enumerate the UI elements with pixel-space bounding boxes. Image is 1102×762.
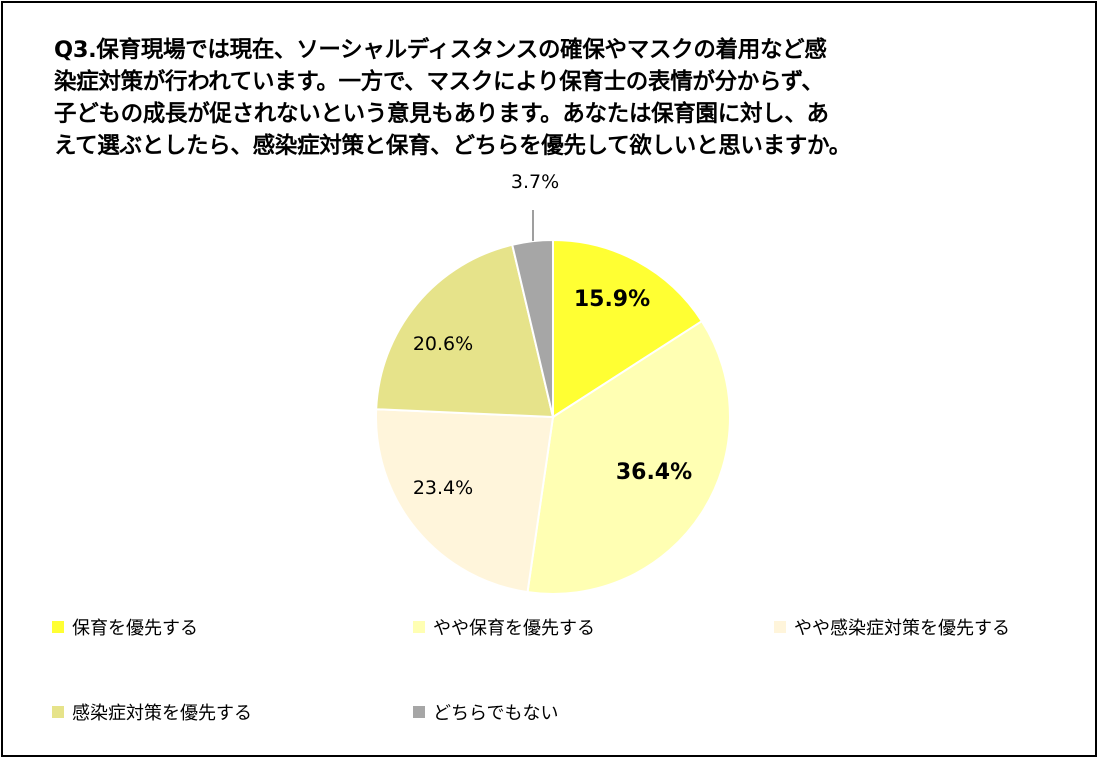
legend-item: やや感染症対策を優先する bbox=[774, 614, 1010, 640]
legend-label: 感染症対策を優先する bbox=[72, 703, 252, 724]
legend-label: 保育を優先する bbox=[72, 618, 198, 639]
data-label: 3.7% bbox=[511, 171, 559, 193]
title-line: Q3.保育現場では現在、ソーシャルディスタンスの確保やマスクの着用など感 bbox=[54, 37, 827, 63]
legend-swatch bbox=[774, 621, 786, 633]
pie-slice bbox=[511, 238, 554, 418]
legend-item: 感染症対策を優先する bbox=[52, 699, 252, 725]
legend-swatch bbox=[413, 621, 425, 633]
pie-slice bbox=[552, 238, 704, 419]
legend-item: どちらでもない bbox=[413, 699, 558, 725]
pie-slice bbox=[375, 408, 555, 594]
legend-item: 保育を優先する bbox=[52, 614, 198, 640]
legend-swatch bbox=[52, 706, 64, 718]
legend-item: やや保育を優先する bbox=[413, 614, 595, 640]
title-line: 子どもの成長が促されないという意見もあります。あなたは保育園に対し、あ bbox=[54, 101, 829, 127]
pie-slice bbox=[375, 243, 555, 419]
legend-label: どちらでもない bbox=[433, 703, 559, 724]
data-label: 20.6% bbox=[413, 333, 473, 355]
title-line: 染症対策が行われています。一方で、マスクにより保育士の表情が分からず、 bbox=[54, 69, 824, 95]
data-label: 15.9% bbox=[574, 287, 650, 312]
data-label: 36.4% bbox=[616, 460, 692, 485]
title-line: えて選ぶとしたら、感染症対策と保育、どちらを優先して欲しいと思いますか。 bbox=[54, 133, 851, 159]
chart-title: Q3.保育現場では現在、ソーシャルディスタンスの確保やマスクの着用など感 染症対策… bbox=[54, 34, 1064, 162]
legend-label: やや保育を優先する bbox=[433, 618, 595, 639]
legend-swatch bbox=[52, 621, 64, 633]
pie-slice bbox=[526, 319, 731, 595]
legend-swatch bbox=[413, 706, 425, 718]
legend-label: やや感染症対策を優先する bbox=[794, 618, 1010, 639]
data-label: 23.4% bbox=[413, 477, 473, 499]
